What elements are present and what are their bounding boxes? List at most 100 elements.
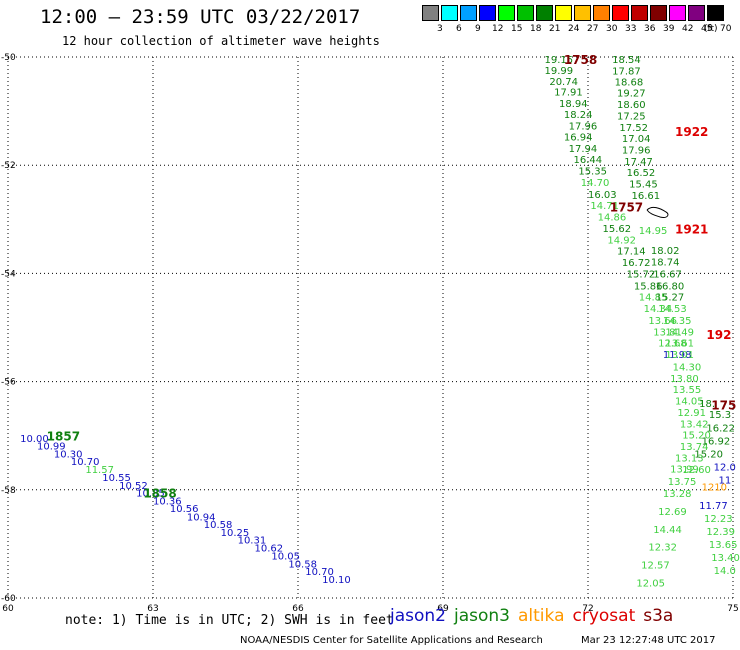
wave-height-value: 10.62 [255,544,284,555]
wave-height-value: 10.99 [37,441,66,452]
wave-height-value: 20.74 [549,77,578,88]
legend-swatch-label: 15 [511,24,523,34]
wave-height-value: 13.28 [663,489,692,500]
wave-height-value: 13.13 [675,453,704,464]
wave-height-value: 18.94 [559,99,588,110]
satellite-legend-item: altika [518,606,565,626]
latitude-tick-label: -52 [1,161,16,171]
wave-height-value: 12.23 [704,514,733,525]
wave-height-value: 11.57 [85,465,114,476]
wave-height-value: 17.14 [617,247,646,258]
wave-height-value: 19.15 [545,55,574,66]
longitude-tick-label: 69 [437,604,449,614]
wave-height-value: 10.58 [288,559,317,570]
legend-swatch [498,5,515,21]
wave-height-value: 12.68 [658,339,687,350]
longitude-tick-label: 72 [582,604,593,614]
legend-swatch-label: 6 [456,24,462,34]
wave-height-value: 18. [699,399,715,410]
wave-height-value: 10.31 [238,536,267,547]
legend-swatch-label: 27 [587,24,599,34]
wave-height-value: 10.05 [271,551,300,562]
wave-height-value: 10.56 [170,504,199,515]
wave-height-value: 15.35 [578,167,607,178]
wave-height-value: 18.54 [612,55,641,66]
wave-height-value: 15.45 [629,180,658,191]
wave-height-value: 16.03 [588,190,617,201]
wave-height-value: 13.80 [670,374,699,385]
wave-height-value: 13.65 [709,540,738,551]
wave-height-value: 16.80 [656,281,685,292]
wave-height-value: 15.86 [634,281,663,292]
legend-swatch-label: 33 [625,24,637,34]
latitude-tick-label: -60 [1,594,16,604]
wave-height-value: 17.52 [619,123,648,134]
wave-height-value: 10.00 [20,434,49,445]
map-grid [7,56,734,599]
wave-height-value: 18.60 [617,100,646,111]
pass-time-label: 1921 [675,222,708,236]
wave-height-value: 12.0 [714,463,736,474]
wave-height-value: 10.85 [136,489,165,500]
wave-height-value: 11.77 [699,501,728,512]
wave-height-value: 12.32 [648,543,677,554]
wave-height-value: 14.85 [639,293,668,304]
wave-height-value: 13.01 [665,350,694,361]
longitude-tick-label: 63 [147,604,158,614]
wave-height-value: 1210 [702,483,727,494]
wave-height-value: 10.30 [54,450,83,461]
wave-height-value: 17.94 [569,144,598,155]
legend-swatch [479,5,496,21]
legend-swatch [688,5,705,21]
legend-swatch [555,5,572,21]
wave-height-value: 10.70 [71,457,100,468]
generation-timestamp: Mar 23 12:27:48 UTC 2017 [581,635,716,646]
satellite-legend: jason2 jason3 altika cryosat s3a [390,606,681,626]
wave-height-value: 16.92 [702,437,731,448]
wave-height-value: 13.66 [648,316,677,327]
legend-swatch [650,5,667,21]
wave-height-value: 14.44 [653,525,682,536]
legend-swatch-label: 3 [437,24,443,34]
wave-height-value: 17.47 [624,157,653,168]
legend-swatch-label: 18 [530,24,542,34]
wave-height-value: 16.94 [564,133,593,144]
wave-height-value: 17.87 [612,67,641,78]
wave-height-value: 16.52 [627,168,656,179]
wave-height-value: 14.86 [598,213,627,224]
pass-time-label: 175 [711,398,736,412]
wave-height-value: 10.55 [102,473,131,484]
wave-height-value: 12.91 [677,408,706,419]
wave-height-value: 16.72 [622,258,651,269]
legend-swatch [536,5,553,21]
wave-height-value: 16.67 [653,269,682,280]
legend-swatch-label: 30 [606,24,618,34]
wave-height-value: 18.68 [615,77,644,88]
pass-time-label: 1922 [675,125,708,139]
wave-height-value: 16.61 [632,191,661,202]
legend-swatch-label: 45 [701,24,713,34]
wave-height-value: 15.72 [627,269,656,280]
wave-height-value: 10.58 [204,520,233,531]
longitude-tick-label: 75 [727,604,738,614]
longitude-tick-label: 60 [2,604,14,614]
wave-height-value: 19.27 [617,89,646,100]
wave-height-value: 14.49 [665,327,694,338]
wave-height-value: 14.95 [639,226,668,237]
wave-height-value: 14.35 [663,316,692,327]
legend-swatch [441,5,458,21]
legend-swatch [460,5,477,21]
wave-height-value: 12.39 [706,527,735,538]
pass-time-label: 1758 [564,53,597,67]
legend-swatch-label: 70 [720,24,732,34]
wave-height-value: 18.24 [564,110,593,121]
pass-time-label: 1757 [610,200,643,214]
wave-height-value: 11.98 [663,350,692,361]
wave-height-value: 14.0 [714,566,736,577]
wave-height-value: 17.04 [622,134,651,145]
pass-time-label: 1858 [143,487,176,501]
satellite-track-loop [646,206,669,218]
wave-height-value: 14.30 [673,362,702,373]
satellite-legend-item: jason2 [390,606,446,626]
